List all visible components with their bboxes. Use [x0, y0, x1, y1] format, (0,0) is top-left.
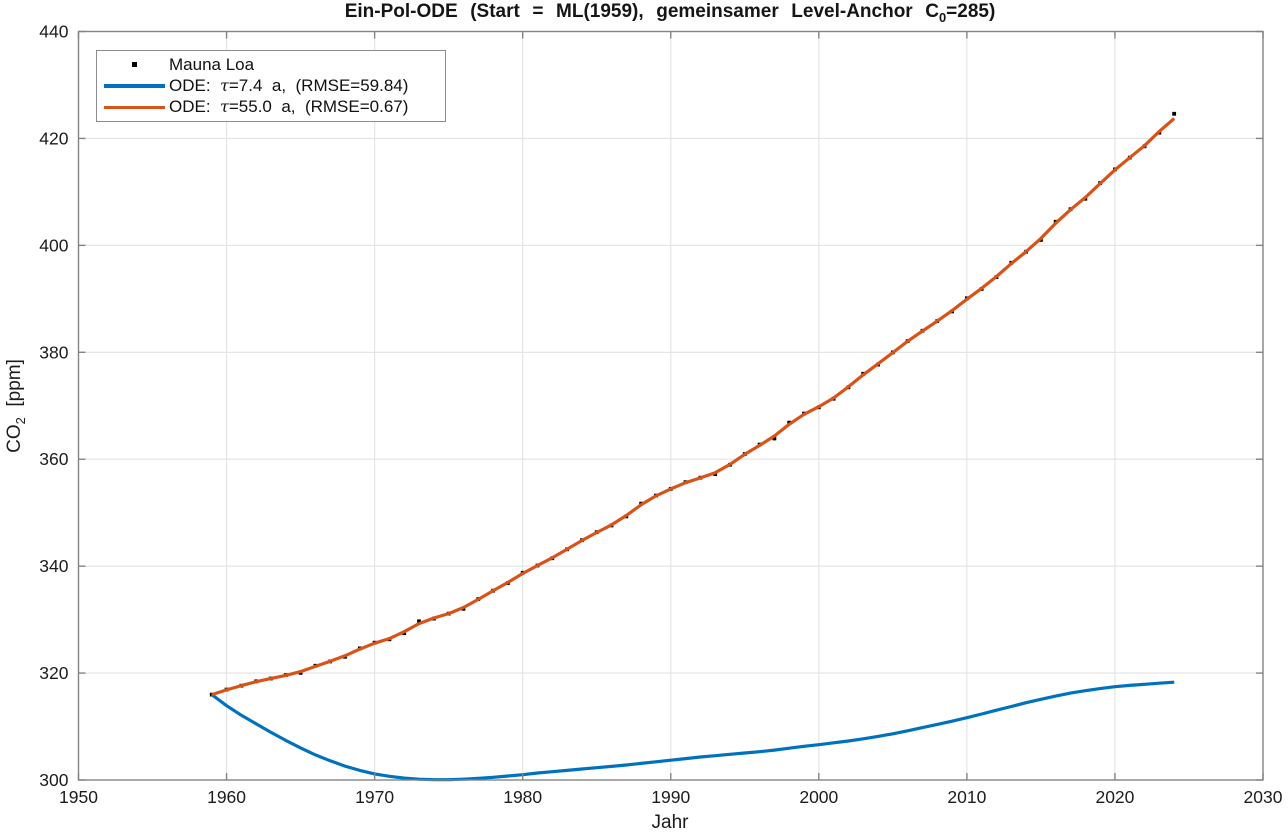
mauna-loa-point	[209, 692, 214, 697]
legend: Mauna Loa ODE: τ=7.4 a, (RMSE=59.84) ODE…	[96, 50, 446, 122]
x-tick-label: 1960	[207, 787, 246, 807]
x-tick-label: 1970	[355, 787, 394, 807]
x-tick-label: 2030	[1244, 787, 1283, 807]
tau-symbol: τ	[220, 75, 229, 95]
chart-title: Ein-Pol-ODE (Start = ML(1959), gemeinsam…	[345, 1, 996, 25]
mauna-loa-point	[1172, 111, 1177, 116]
square-marker-icon	[132, 62, 137, 67]
legend-label-prefix: ODE:	[169, 75, 221, 95]
legend-label-rest: =7.4 a, (RMSE=59.84)	[228, 75, 409, 95]
ode-curve-0	[210, 680, 1175, 782]
x-tick-label: 1980	[503, 787, 542, 807]
y-tick-label: 300	[39, 770, 68, 790]
legend-label-mauna-loa: Mauna Loa	[169, 54, 255, 74]
x-tick-label: 2000	[799, 787, 838, 807]
orange-line-icon	[104, 105, 165, 110]
legend-label-ode-tau-7-4: ODE: τ=7.4 a, (RMSE=59.84)	[169, 76, 408, 96]
y-axis-label-text: CO	[4, 424, 26, 453]
legend-sample-ode-tau-55	[104, 105, 165, 110]
y-tick-label: 320	[39, 663, 68, 683]
ode-curve-1	[211, 117, 1176, 697]
chart-title-text: Ein-Pol-ODE (Start = ML(1959), gemeinsam…	[344, 1, 939, 22]
y-tick-label: 420	[39, 128, 68, 148]
mauna-loa-point	[772, 436, 777, 441]
blue-line-icon	[104, 84, 165, 88]
y-axis-label-suffix: [ppm]	[4, 359, 26, 418]
tau-symbol: τ	[220, 97, 229, 117]
y-tick-label: 340	[39, 556, 68, 576]
chart-title-subscript: 0	[938, 9, 947, 25]
y-tick-label: 360	[39, 449, 68, 469]
x-axis-label: Jahr	[651, 812, 689, 833]
chart-title-suffix: =285)	[946, 1, 996, 22]
y-tick-label: 380	[39, 342, 68, 362]
legend-sample-mauna-loa	[104, 62, 165, 67]
legend-label-rest: =55.0 a, (RMSE=0.67)	[228, 97, 409, 117]
y-tick-label: 440	[39, 22, 68, 42]
y-axis-label: CO2 [ppm]	[4, 359, 28, 453]
x-tick-label: 1990	[651, 787, 690, 807]
y-axis-label-subscript: 2	[12, 417, 28, 425]
y-tick-label: 400	[39, 235, 68, 255]
legend-item-mauna-loa: Mauna Loa	[97, 54, 445, 75]
mauna-loa-point	[417, 619, 421, 624]
legend-item-ode-tau-55: ODE: τ=55.0 a, (RMSE=0.67)	[97, 97, 445, 118]
legend-label-prefix: ODE:	[169, 97, 221, 117]
x-tick-label: 1950	[59, 787, 98, 807]
legend-item-ode-tau-7-4: ODE: τ=7.4 a, (RMSE=59.84)	[97, 75, 445, 96]
x-tick-label: 2020	[1095, 787, 1134, 807]
legend-label-ode-tau-55: ODE: τ=55.0 a, (RMSE=0.67)	[169, 97, 408, 117]
legend-sample-ode-tau-7-4	[104, 84, 165, 88]
x-tick-label: 2010	[947, 787, 986, 807]
